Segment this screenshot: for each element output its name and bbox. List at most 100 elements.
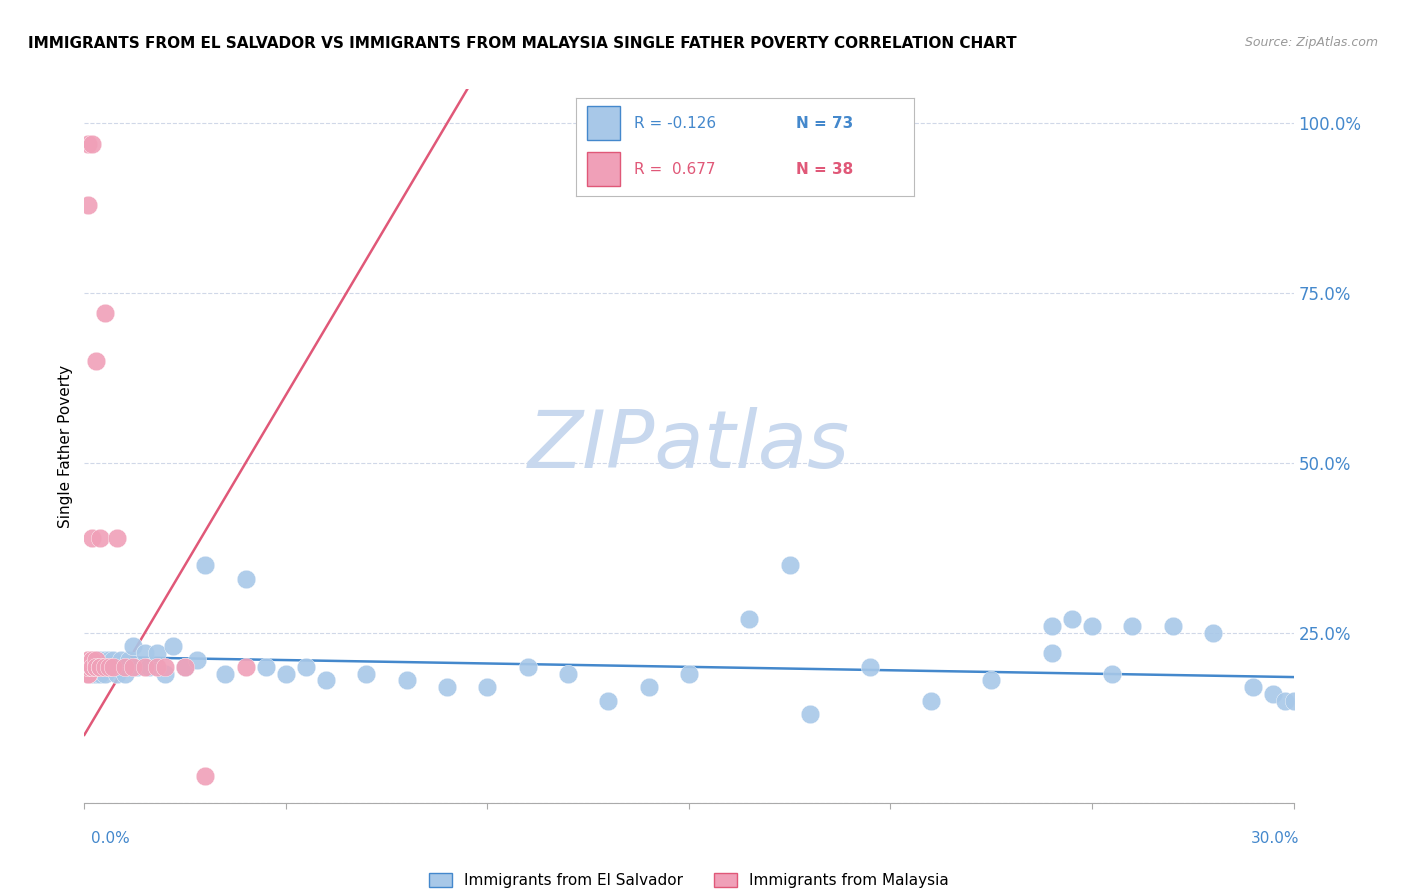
Point xyxy=(1263,687,1285,701)
Point xyxy=(89,660,111,674)
Point xyxy=(1040,619,1063,633)
Point xyxy=(557,666,579,681)
Point xyxy=(146,660,169,674)
Point xyxy=(82,653,104,667)
Point xyxy=(186,653,208,667)
Point xyxy=(678,666,700,681)
Point xyxy=(153,660,176,674)
Legend: Immigrants from El Salvador, Immigrants from Malaysia: Immigrants from El Salvador, Immigrants … xyxy=(429,873,949,888)
Point xyxy=(77,136,100,151)
Point xyxy=(77,653,100,667)
Point xyxy=(295,660,318,674)
Point xyxy=(97,653,120,667)
Point xyxy=(1274,694,1296,708)
Point xyxy=(121,640,143,654)
Point xyxy=(477,680,499,694)
Point xyxy=(101,660,124,674)
Point xyxy=(194,769,217,783)
Point xyxy=(89,660,111,674)
Point xyxy=(436,680,458,694)
Point xyxy=(138,660,160,674)
Point xyxy=(86,660,108,674)
Point xyxy=(97,660,120,674)
Point xyxy=(77,653,100,667)
Point xyxy=(1241,680,1264,694)
Point xyxy=(77,660,100,674)
Text: IMMIGRANTS FROM EL SALVADOR VS IMMIGRANTS FROM MALAYSIA SINGLE FATHER POVERTY CO: IMMIGRANTS FROM EL SALVADOR VS IMMIGRANT… xyxy=(28,36,1017,51)
Point xyxy=(82,136,104,151)
Point xyxy=(105,531,128,545)
Point xyxy=(799,707,821,722)
Point xyxy=(637,680,659,694)
Point xyxy=(77,666,100,681)
Point xyxy=(235,572,257,586)
Point xyxy=(97,660,120,674)
Text: ZIPatlas: ZIPatlas xyxy=(527,407,851,485)
Point xyxy=(89,660,111,674)
Point xyxy=(77,666,100,681)
Point xyxy=(89,660,111,674)
Point xyxy=(93,666,115,681)
Point xyxy=(97,660,120,674)
Point xyxy=(779,558,801,572)
Point xyxy=(82,660,104,674)
Point xyxy=(114,660,136,674)
Point xyxy=(153,666,176,681)
Point xyxy=(86,660,108,674)
Point xyxy=(105,666,128,681)
Point xyxy=(89,531,111,545)
Point xyxy=(121,660,143,674)
Point xyxy=(134,646,156,660)
Point xyxy=(82,660,104,674)
Point xyxy=(1161,619,1184,633)
Point xyxy=(980,673,1002,688)
Point xyxy=(1202,626,1225,640)
Y-axis label: Single Father Poverty: Single Father Poverty xyxy=(58,365,73,527)
Point xyxy=(77,660,100,674)
Point xyxy=(93,660,115,674)
Point xyxy=(77,660,100,674)
Point xyxy=(194,558,217,572)
FancyBboxPatch shape xyxy=(586,106,620,140)
Point xyxy=(101,660,124,674)
Text: N = 73: N = 73 xyxy=(796,116,853,131)
Point xyxy=(82,660,104,674)
Point xyxy=(93,653,115,667)
Point xyxy=(1282,694,1305,708)
Point xyxy=(146,646,169,660)
Point xyxy=(356,666,378,681)
Point xyxy=(1060,612,1083,626)
Point xyxy=(214,666,236,681)
Point xyxy=(89,653,111,667)
Point xyxy=(738,612,761,626)
Text: 0.0%: 0.0% xyxy=(91,831,131,846)
Point xyxy=(89,666,111,681)
Point xyxy=(86,653,108,667)
Point xyxy=(82,660,104,674)
Point xyxy=(105,660,128,674)
Point xyxy=(114,660,136,674)
Text: Source: ZipAtlas.com: Source: ZipAtlas.com xyxy=(1244,36,1378,49)
Text: 30.0%: 30.0% xyxy=(1251,831,1299,846)
Point xyxy=(110,653,132,667)
Point xyxy=(134,660,156,674)
Text: N = 38: N = 38 xyxy=(796,162,853,178)
Point xyxy=(77,660,100,674)
Point xyxy=(859,660,882,674)
Point xyxy=(315,673,337,688)
Point xyxy=(93,660,115,674)
Point xyxy=(82,531,104,545)
Point xyxy=(1040,646,1063,660)
Point xyxy=(1101,666,1123,681)
Text: R = -0.126: R = -0.126 xyxy=(634,116,716,131)
Point xyxy=(82,666,104,681)
Point xyxy=(598,694,620,708)
Point xyxy=(174,660,197,674)
Point xyxy=(274,666,297,681)
Text: R =  0.677: R = 0.677 xyxy=(634,162,716,178)
Point xyxy=(93,306,115,320)
Point xyxy=(77,666,100,681)
Point xyxy=(86,666,108,681)
Point xyxy=(395,673,418,688)
Point xyxy=(1081,619,1104,633)
